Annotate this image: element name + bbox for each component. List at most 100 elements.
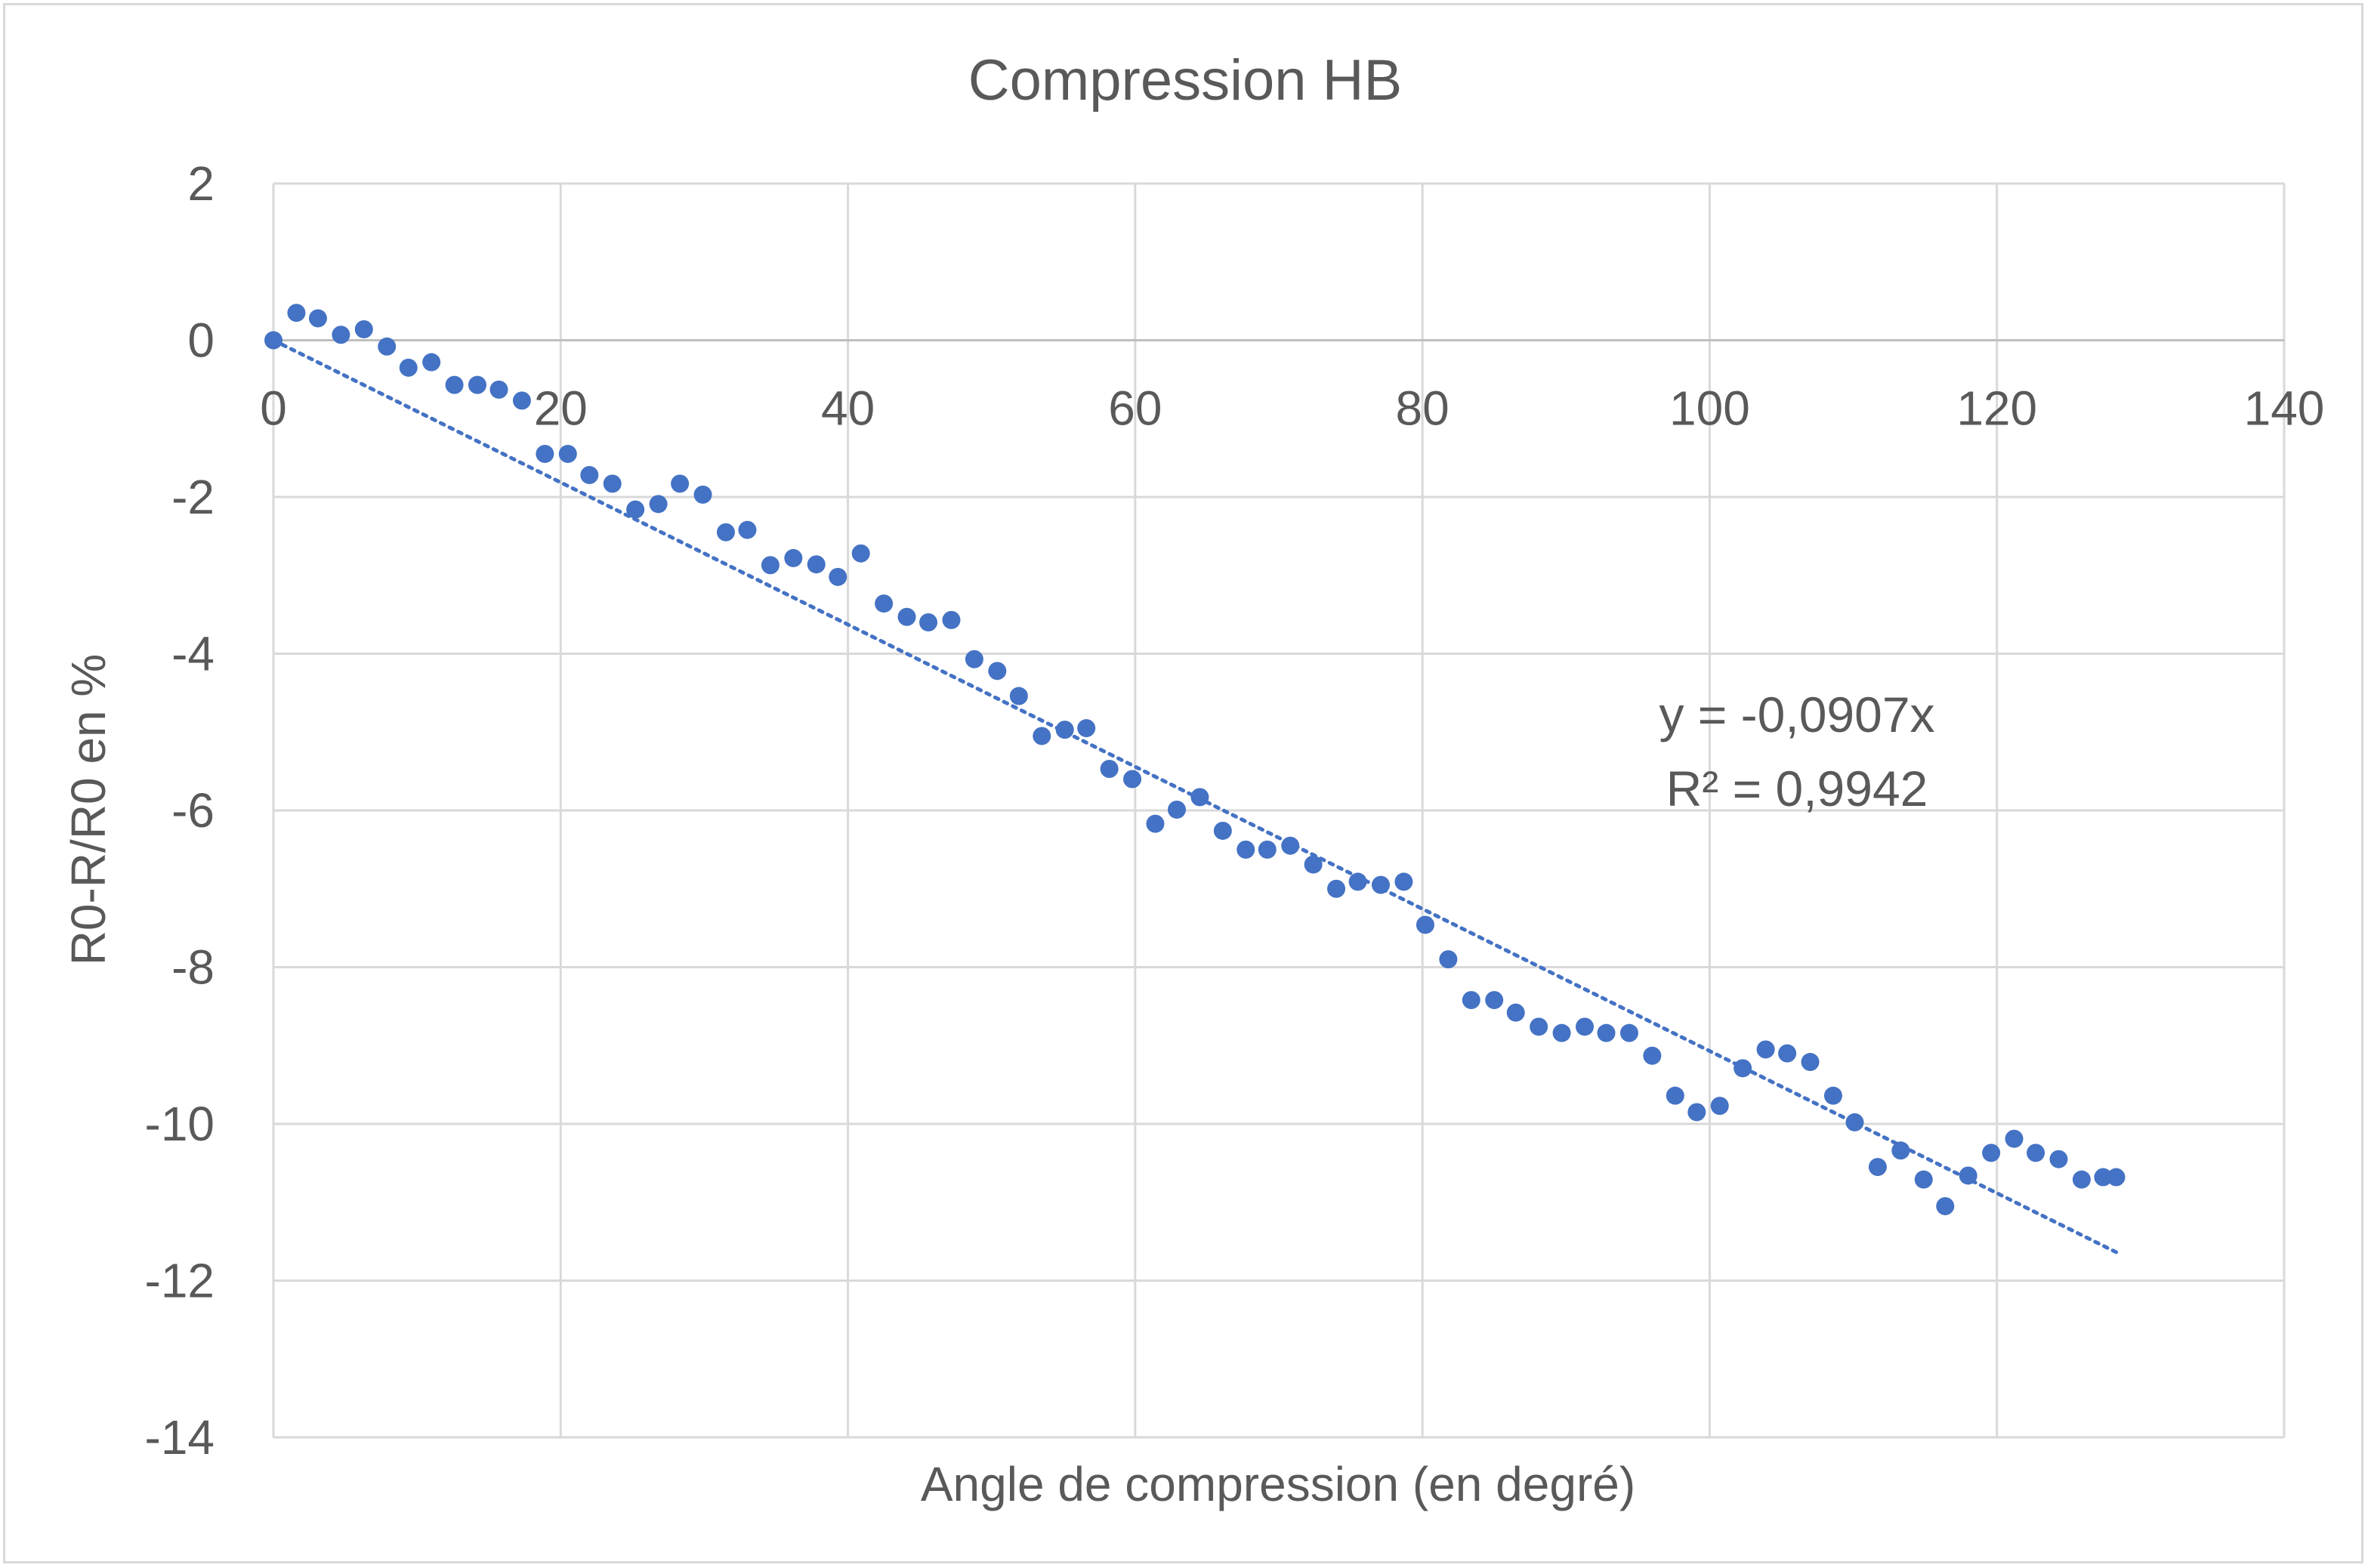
data-point xyxy=(671,474,690,493)
data-point xyxy=(489,380,508,399)
data-point xyxy=(1552,1023,1571,1042)
data-point xyxy=(468,375,487,394)
data-point xyxy=(2005,1129,2024,1148)
trendline-layer xyxy=(271,338,2119,1255)
data-point xyxy=(1778,1044,1797,1063)
x-tick-label: 80 xyxy=(1396,381,1450,436)
x-tick-label: 140 xyxy=(2244,381,2325,436)
data-points xyxy=(264,304,2126,1215)
data-point xyxy=(626,500,645,519)
data-point xyxy=(1123,770,1142,789)
data-point xyxy=(1619,1023,1638,1042)
data-point xyxy=(1033,727,1051,745)
data-point xyxy=(1327,879,1346,898)
data-point xyxy=(1462,991,1480,1010)
data-point xyxy=(875,594,894,613)
y-tick-label: -12 xyxy=(145,1254,215,1308)
y-tick-label: 2 xyxy=(187,156,215,211)
data-point xyxy=(1710,1097,1729,1116)
data-point xyxy=(1687,1103,1706,1122)
data-point xyxy=(1394,872,1413,891)
data-point xyxy=(1100,760,1119,779)
y-tick-label: -4 xyxy=(171,627,215,681)
x-axis-label: Angle de compression (en degré) xyxy=(921,1457,1635,1511)
x-tick-label: 120 xyxy=(1956,381,2037,436)
data-point xyxy=(378,337,397,356)
data-point xyxy=(1868,1158,1887,1177)
data-point xyxy=(1914,1170,1933,1189)
data-point xyxy=(1439,950,1458,969)
data-point xyxy=(2107,1168,2126,1187)
data-point xyxy=(1055,721,1074,739)
data-point xyxy=(851,544,870,563)
data-point xyxy=(716,523,735,542)
data-point xyxy=(1845,1113,1864,1131)
data-point xyxy=(1190,788,1209,807)
data-point xyxy=(580,465,599,484)
data-point xyxy=(761,556,780,575)
data-point xyxy=(332,326,350,344)
data-point xyxy=(2072,1170,2091,1189)
data-point xyxy=(399,358,418,377)
data-point xyxy=(942,610,961,629)
data-point xyxy=(1416,915,1434,934)
data-point xyxy=(1643,1046,1662,1065)
data-point xyxy=(1213,821,1232,840)
data-point xyxy=(738,520,757,539)
data-point xyxy=(1756,1040,1775,1059)
grid-lines xyxy=(272,182,2286,1439)
data-point xyxy=(264,331,282,350)
x-tick-label: 20 xyxy=(534,381,588,436)
data-point xyxy=(1146,814,1165,833)
y-tick-label: -14 xyxy=(145,1410,215,1465)
y-tick-label: 0 xyxy=(187,313,215,368)
data-point xyxy=(422,353,441,372)
data-point xyxy=(1281,836,1300,855)
data-point xyxy=(965,650,983,668)
data-point xyxy=(807,555,826,574)
data-point xyxy=(512,391,531,410)
data-point xyxy=(784,548,803,567)
data-point xyxy=(536,444,554,463)
trendline-r-squared: R² = 0,9942 xyxy=(1666,761,1928,816)
data-point xyxy=(1167,800,1186,819)
data-point xyxy=(1258,840,1277,859)
data-point xyxy=(919,613,938,631)
data-point xyxy=(1009,687,1028,705)
data-point xyxy=(1823,1086,1842,1105)
data-point xyxy=(287,304,306,323)
data-point xyxy=(1666,1086,1684,1105)
data-point xyxy=(1801,1053,1820,1072)
data-point xyxy=(445,375,464,394)
data-point xyxy=(2094,1168,2113,1187)
chart-title: Compression HB xyxy=(968,48,1402,113)
x-tick-label: 60 xyxy=(1108,381,1162,436)
data-point xyxy=(558,444,577,463)
data-point xyxy=(1485,991,1504,1010)
data-point xyxy=(649,495,668,514)
data-point xyxy=(988,662,1007,681)
y-axis-label: R0-R/R0 en % xyxy=(61,654,116,966)
trendline-equation: y = -0,0907x xyxy=(1659,687,1934,742)
data-point xyxy=(1576,1017,1595,1036)
x-tick-label: 40 xyxy=(821,381,875,436)
data-point xyxy=(1597,1023,1616,1042)
data-point xyxy=(693,485,712,504)
data-point xyxy=(1236,840,1255,859)
scatter-chart: Compression HB 0 20 40 60 80 100 120 14020-2-4-… xyxy=(61,48,2325,1511)
y-tick-label: -6 xyxy=(171,783,215,838)
trendline xyxy=(271,338,2119,1255)
y-tick-label: -2 xyxy=(171,470,215,524)
data-point xyxy=(1372,875,1391,894)
data-point xyxy=(603,474,622,493)
x-tick-label: 0 xyxy=(260,381,287,436)
x-tick-label: 100 xyxy=(1669,381,1750,436)
data-point xyxy=(897,607,916,626)
data-point xyxy=(308,309,327,328)
data-point xyxy=(1304,855,1323,874)
chart-frame: Compression HB 0 20 40 60 80 100 120 140 2 0 -2 -4-… xyxy=(3,3,2363,1563)
data-point xyxy=(1530,1017,1548,1036)
data-point xyxy=(1891,1141,1910,1160)
data-point xyxy=(2049,1150,2068,1168)
